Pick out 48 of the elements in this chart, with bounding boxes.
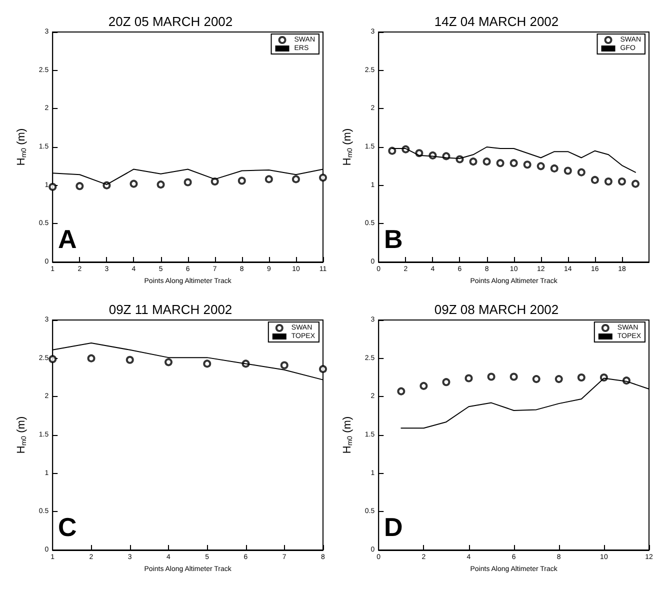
- point: [496, 159, 504, 168]
- point: [590, 176, 599, 184]
- point: [48, 182, 57, 191]
- point: [388, 146, 396, 155]
- point: [319, 365, 327, 374]
- point: [280, 361, 288, 370]
- point: [510, 372, 518, 381]
- chart-title: 20Z 05 MARCH 2002: [108, 14, 233, 29]
- chart-title: 09Z 11 MARCH 2002: [108, 302, 232, 317]
- chart-title: 09Z 08 MARCH 2002: [434, 302, 559, 317]
- point: [264, 175, 273, 184]
- point: [87, 354, 96, 362]
- point: [482, 158, 491, 166]
- point: [618, 178, 626, 186]
- point: [523, 160, 532, 169]
- point: [604, 178, 612, 186]
- point: [420, 382, 428, 390]
- point: [126, 356, 134, 364]
- point: [510, 159, 518, 168]
- point: [156, 180, 165, 189]
- point: [536, 162, 545, 170]
- point: [48, 355, 57, 364]
- point: [532, 375, 540, 384]
- point: [464, 374, 473, 382]
- point: [554, 375, 563, 384]
- point: [577, 374, 586, 382]
- annotation: B: [384, 224, 403, 254]
- annotation: C: [58, 512, 77, 542]
- annotation: A: [58, 224, 77, 254]
- point: [469, 158, 478, 166]
- point: [210, 178, 219, 186]
- point: [631, 180, 640, 188]
- annotation: D: [384, 512, 403, 542]
- point: [238, 176, 246, 185]
- point: [76, 182, 84, 190]
- point: [397, 387, 406, 396]
- point: [442, 378, 450, 386]
- point: [164, 358, 173, 366]
- point: [130, 180, 138, 188]
- point: [292, 175, 300, 184]
- point: [550, 164, 558, 172]
- point: [319, 174, 327, 182]
- point: [184, 178, 192, 186]
- point: [564, 166, 572, 175]
- chart-title: 14Z 04 MARCH 2002: [434, 14, 559, 29]
- point: [203, 360, 212, 368]
- point: [487, 372, 496, 381]
- point: [577, 168, 586, 176]
